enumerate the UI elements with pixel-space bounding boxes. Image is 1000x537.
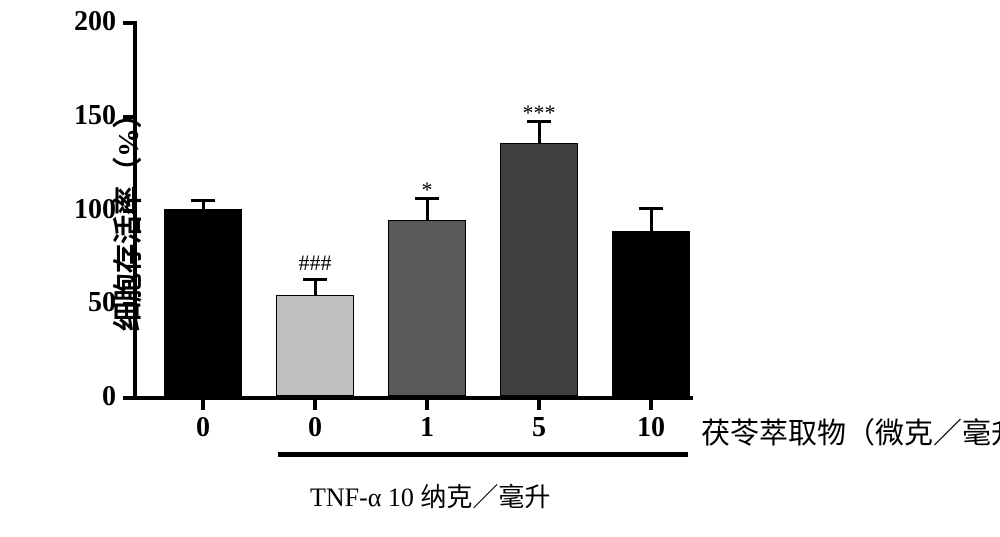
x-tick	[425, 400, 429, 410]
y-tick-label: 100	[58, 194, 116, 226]
significance-marker: ***	[523, 100, 556, 126]
significance-marker: ###	[299, 250, 332, 276]
y-tick-label: 0	[58, 381, 116, 413]
x-tick-label: 5	[532, 412, 546, 444]
y-tick-label: 200	[58, 6, 116, 38]
x-tick-label: 10	[637, 412, 665, 444]
x-tick-label: 0	[308, 412, 322, 444]
y-tick	[123, 302, 133, 306]
y-tick	[123, 21, 133, 25]
y-tick	[123, 396, 133, 400]
y-tick-label: 50	[58, 287, 116, 319]
bar	[612, 231, 690, 396]
group-underline	[278, 452, 688, 457]
bar	[164, 209, 242, 397]
y-tick	[123, 115, 133, 119]
figure-root: 细胞存活率（%） 0501001502000###0*1***510 茯苓萃取物…	[0, 0, 1000, 537]
error-bar-cap	[639, 207, 663, 210]
x-tick	[537, 400, 541, 410]
bar	[500, 143, 578, 396]
y-tick	[123, 209, 133, 213]
x-tick	[201, 400, 205, 410]
y-tick-label: 150	[58, 100, 116, 132]
y-axis-line	[133, 21, 137, 400]
bottom-caption: TNF-α 10 纳克／毫升	[310, 477, 550, 514]
x-tick	[313, 400, 317, 410]
x-tick-label: 0	[196, 412, 210, 444]
x-tick-label: 1	[420, 412, 434, 444]
bar	[388, 220, 466, 396]
error-bar-cap	[303, 278, 327, 281]
significance-marker: *	[422, 177, 433, 203]
x-axis-caption: 茯苓萃取物（微克／毫升）	[701, 410, 1000, 452]
error-bar-cap	[191, 199, 215, 202]
error-bar-line	[650, 207, 653, 231]
bar	[276, 295, 354, 396]
x-tick	[649, 400, 653, 410]
x-axis-line	[133, 396, 693, 400]
